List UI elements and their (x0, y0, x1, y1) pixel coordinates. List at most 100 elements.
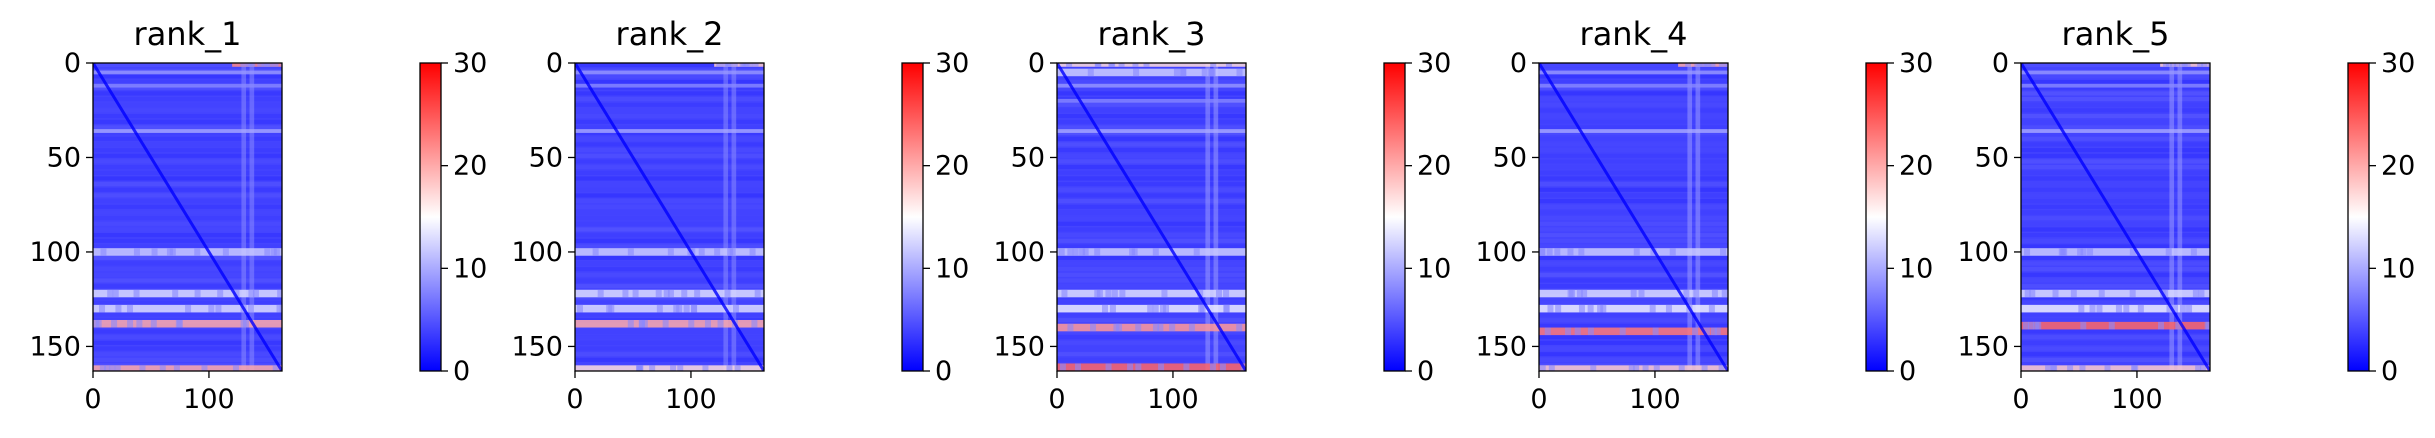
heatmap-high-row (575, 365, 764, 371)
heatmap-texture-row (93, 170, 282, 175)
heatmap-speckle (1236, 323, 1243, 332)
heatmap-texture-row (575, 340, 764, 345)
axes-frame (1056, 62, 1247, 372)
x-tick-label: 100 (1147, 384, 1199, 415)
heatmap-speckle (754, 289, 761, 298)
heatmap-texture-row (575, 119, 764, 124)
axes-frame (92, 62, 283, 372)
heatmap-diagonal (1057, 63, 1246, 371)
heatmap-speckle (263, 63, 270, 67)
heatmap-speckle (2098, 289, 2105, 298)
heatmap-speckle (749, 248, 756, 256)
heatmap-speckle (99, 304, 106, 313)
heatmap-texture-row (1539, 278, 1728, 283)
heatmap-texture-row (93, 312, 282, 317)
heatmap-texture-row (575, 210, 764, 215)
heatmap-texture-row (93, 221, 282, 226)
heatmap-light-row (575, 70, 764, 75)
heatmap-texture-row (93, 153, 282, 158)
y-tick-label: 0 (64, 48, 81, 79)
heatmap-texture-row (1057, 261, 1246, 266)
heatmap-texture-row (1539, 352, 1728, 357)
heatmap-light-row (2021, 70, 2210, 75)
heatmap-speckle (2096, 304, 2103, 313)
heatmap-texture-row (2021, 227, 2210, 232)
heatmap-speckle (1193, 248, 1200, 256)
heatmap-texture-row (93, 159, 282, 164)
heatmap-speckle (270, 248, 277, 256)
heatmap-light-row (1057, 129, 1246, 133)
heatmap-speckle (1169, 323, 1176, 332)
heatmap-texture-row (93, 255, 282, 260)
heatmap-texture-row (1057, 295, 1246, 300)
heatmap-light-row (1057, 98, 1246, 103)
heatmap-speckle (649, 365, 656, 371)
heatmap-texture-row (1057, 357, 1246, 362)
heatmap-light-column (241, 63, 247, 371)
heatmap-texture-row (1057, 329, 1246, 334)
heatmap-texture-row (2021, 272, 2210, 277)
heatmap-texture-row (1539, 255, 1728, 260)
colorbar-tick-label: 0 (453, 356, 470, 387)
heatmap-speckle (2029, 289, 2036, 298)
heatmap-speckle (1058, 248, 1065, 256)
heatmap-speckle (606, 304, 613, 313)
heatmap-speckle (2024, 248, 2031, 256)
heatmap-speckle (2129, 248, 2136, 256)
heatmap-speckle (1714, 327, 1721, 336)
heatmap-texture-row (1539, 267, 1728, 272)
heatmap-texture-row (1057, 187, 1246, 192)
heatmap-speckle (683, 304, 690, 313)
y-tick-label: 100 (993, 237, 1045, 268)
heatmap-texture-row (2021, 193, 2210, 198)
heatmap-texture-row (1539, 272, 1728, 277)
colorbar-tick-label: 30 (1417, 48, 1451, 79)
heatmap-texture-row (1539, 312, 1728, 317)
heatmap-speckle (1700, 63, 1707, 67)
heatmap-high-row (232, 63, 282, 67)
colorbar-tick-label: 0 (1417, 356, 1434, 387)
heatmap-speckle (150, 319, 157, 328)
heatmap-texture-row (1539, 108, 1728, 113)
x-tick-label: 100 (665, 384, 717, 415)
heatmap-high-row (93, 289, 282, 298)
heatmap-high-row (575, 319, 764, 328)
heatmap-light-row (575, 129, 764, 133)
heatmap-texture-row (1057, 136, 1246, 141)
heatmap-speckle (1198, 304, 1205, 313)
heatmap-texture-row (93, 176, 282, 181)
heatmap-speckle (1703, 327, 1710, 336)
heatmap-speckle (1539, 248, 1546, 256)
heatmap-texture-row (2021, 329, 2210, 334)
heatmap-texture-row (2021, 233, 2210, 238)
heatmap-speckle (690, 304, 697, 313)
x-tick-label: 0 (1048, 384, 1065, 415)
colorbar (901, 62, 924, 372)
heatmap-speckle (2200, 365, 2207, 371)
x-tick-label: 100 (183, 384, 235, 415)
heatmap-texture-row (575, 165, 764, 170)
heatmap-speckle (272, 365, 279, 371)
heatmap-high-row (575, 304, 764, 313)
heatmap-speckle (208, 304, 215, 313)
heatmap-texture-row (2021, 153, 2210, 158)
heatmap-texture-row (1057, 148, 1246, 153)
heatmap-speckle (1225, 63, 1232, 67)
heatmap-speckle (1720, 248, 1727, 256)
heatmap-texture-row (1539, 284, 1728, 289)
heatmap-texture-row (2021, 352, 2210, 357)
heatmap-speckle (2077, 248, 2084, 256)
heatmap-speckle (107, 289, 114, 298)
heatmap-speckle (2028, 321, 2035, 330)
y-tick-label: 100 (29, 237, 81, 268)
heatmap-speckle (1633, 248, 1640, 256)
heatmap-speckle (1188, 323, 1195, 332)
heatmap-texture-row (575, 272, 764, 277)
heatmap-texture-row (575, 125, 764, 130)
heatmap-texture-row (93, 244, 282, 249)
heatmap-light-column (1687, 63, 1693, 371)
heatmap-high-row (1539, 327, 1728, 336)
heatmap-speckle (222, 248, 229, 256)
heatmap-speckle (240, 63, 247, 67)
